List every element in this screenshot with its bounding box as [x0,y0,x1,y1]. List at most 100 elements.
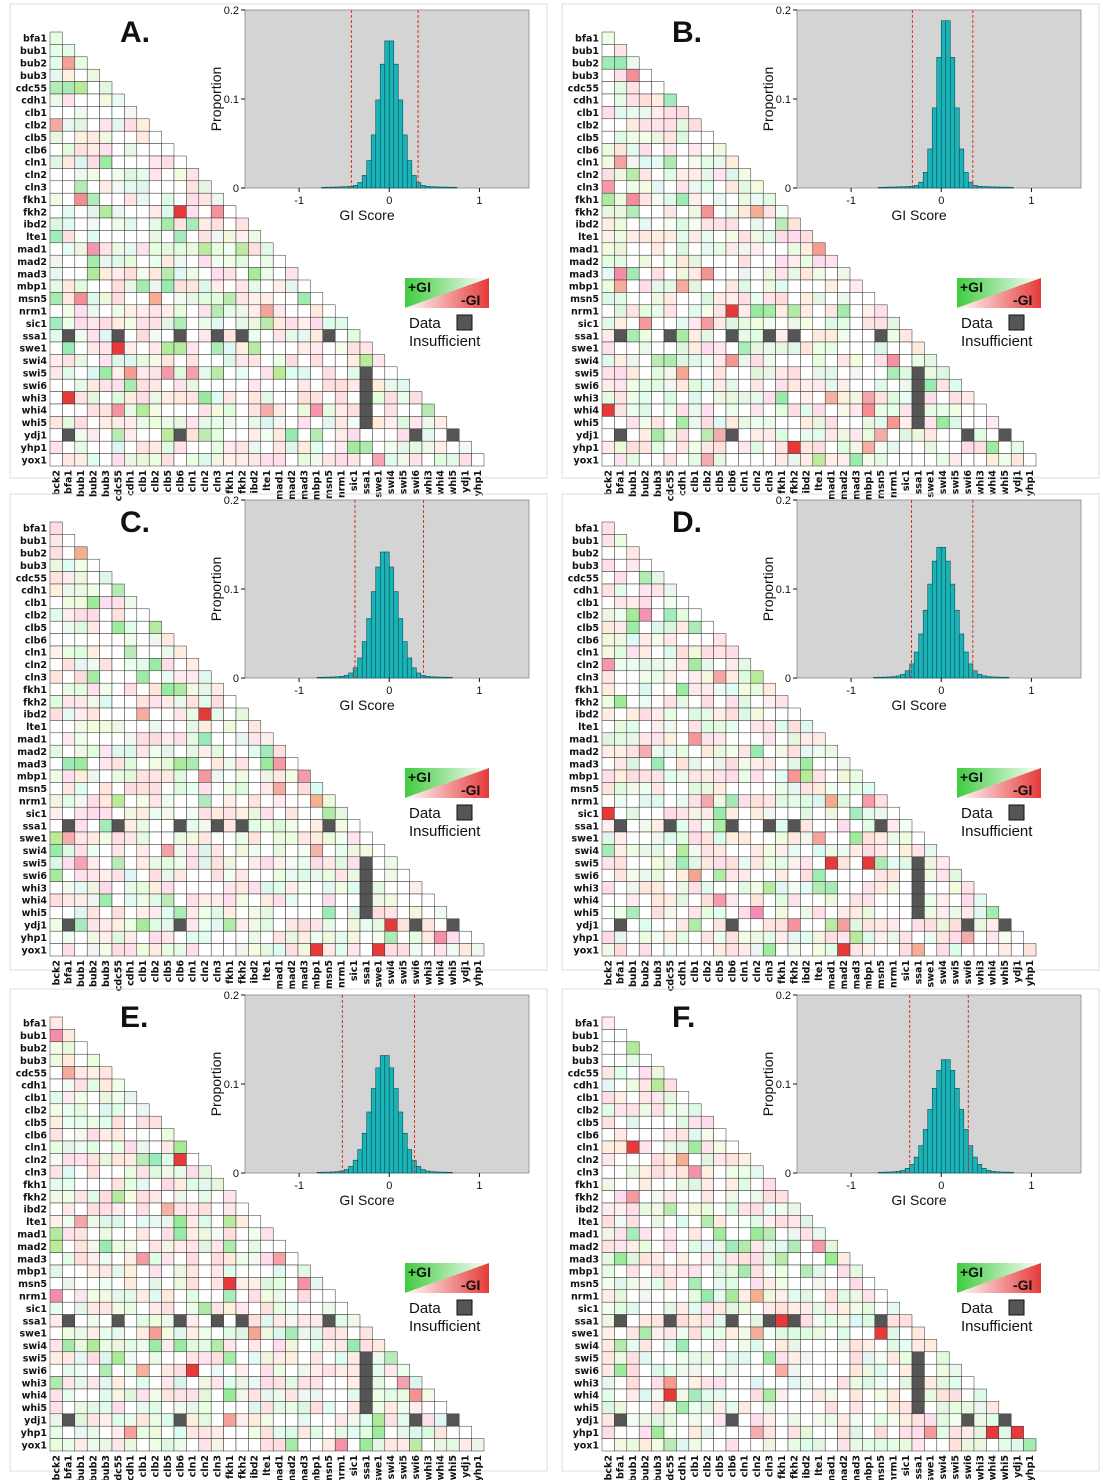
heatmap-cell [173,744,187,758]
heatmap-cell [148,1227,162,1241]
heatmap-cell [62,354,76,368]
gene-label-y: mad2 [569,257,599,268]
heatmap-cell [986,943,1000,957]
heatmap-cell [434,1438,448,1452]
heatmap-cell [148,1215,162,1229]
heatmap-cell [638,1103,652,1117]
heatmap-cell [676,354,690,368]
histogram-bar [945,560,951,679]
heatmap-cell [334,1326,348,1340]
heatmap-cell [322,794,336,808]
heatmap-cell [124,1438,138,1452]
heatmap-cell [173,242,187,256]
heatmap-cell [800,868,814,882]
heatmap-cell [74,645,88,659]
heatmap-cell [285,1376,299,1390]
heatmap-cell [700,620,714,634]
gene-label-x: ssa1 [361,960,372,984]
heatmap-cell [161,1165,175,1179]
heatmap-cell [800,366,814,380]
heatmap-cell [626,217,640,231]
histogram-bar [406,1149,413,1174]
heatmap-cell [1023,453,1037,467]
heatmap-cell [334,893,348,907]
heatmap-cell [837,316,851,330]
heatmap-cell [74,354,88,368]
heatmap-cell [161,205,175,219]
heatmap-cell [601,56,615,70]
heatmap-cell [136,943,150,957]
heatmap-cell [334,366,348,380]
heatmap-cell [874,1376,888,1390]
heatmap-cell [998,918,1012,932]
heatmap-cell [626,391,640,405]
heatmap-cell [762,1376,776,1390]
heatmap-cell [74,1227,88,1241]
heatmap-cell [676,744,690,758]
heatmap-cell [688,168,702,182]
heatmap-cell [136,769,150,783]
gene-label-x: lte1 [262,1455,273,1476]
heatmap-cell [961,881,975,895]
heatmap-cell [911,403,925,417]
gene-label-y: swi6 [575,381,600,392]
heatmap-cell [285,304,299,318]
gene-label-x: clb1 [690,1455,701,1477]
heatmap-cell [899,856,913,870]
heatmap-cell [713,1190,727,1204]
histogram-bar [370,1088,377,1174]
heatmap-cell [136,744,150,758]
heatmap-cell [911,1425,925,1439]
heatmap-cell [235,782,249,796]
heatmap-cell [235,354,249,368]
heatmap-cell [372,403,386,417]
heatmap-cell [74,403,88,417]
heatmap-cell [725,1215,739,1229]
heatmap-cell [725,1339,739,1353]
heatmap-cell [210,757,224,771]
heatmap-cell [911,378,925,392]
heatmap-cell [812,732,826,746]
heatmap-cell [762,682,776,696]
heatmap-cell [111,453,125,467]
heatmap-cell [136,1425,150,1439]
heatmap-cell [886,316,900,330]
heatmap-cell [372,844,386,858]
gene-label-x: swi4 [938,1455,949,1480]
heatmap-cell [111,819,125,833]
heatmap-cell [787,1252,801,1266]
gene-label-x: bfa1 [64,960,75,984]
heatmap-cell [725,428,739,442]
gene-label-x: cln3 [213,960,224,982]
heatmap-cell [663,943,677,957]
heatmap-cell [800,1289,814,1303]
heatmap-cell [161,217,175,231]
gene-label-x: nrm1 [337,1455,348,1480]
gene-label-x: sic1 [901,470,912,491]
heatmap-cell [688,831,702,845]
heatmap-cell [74,930,88,944]
gene-label-y: ssa1 [23,331,47,342]
heatmap-cell [297,769,311,783]
heatmap-cell [688,316,702,330]
gene-label-y: clb2 [25,120,47,131]
heatmap-cell [372,893,386,907]
heatmap-cell [310,1413,324,1427]
heatmap-cell [787,1277,801,1291]
gene-label-x: bck2 [603,960,614,985]
heatmap-cell [700,391,714,405]
histogram-bar [397,618,404,679]
heatmap-cell [111,1091,125,1105]
heatmap-cell [626,1128,640,1142]
heatmap-cell [614,205,628,219]
heatmap-cell [161,806,175,820]
heatmap-cell [248,881,262,895]
heatmap-cell [86,143,100,157]
heatmap-cell [99,608,113,622]
heatmap-cell [626,1202,640,1216]
heatmap-cell [651,806,665,820]
heatmap-cell [161,230,175,244]
heatmap-cell [74,620,88,634]
heatmap-cell [49,1128,63,1142]
gene-label-x: bck2 [603,470,614,495]
